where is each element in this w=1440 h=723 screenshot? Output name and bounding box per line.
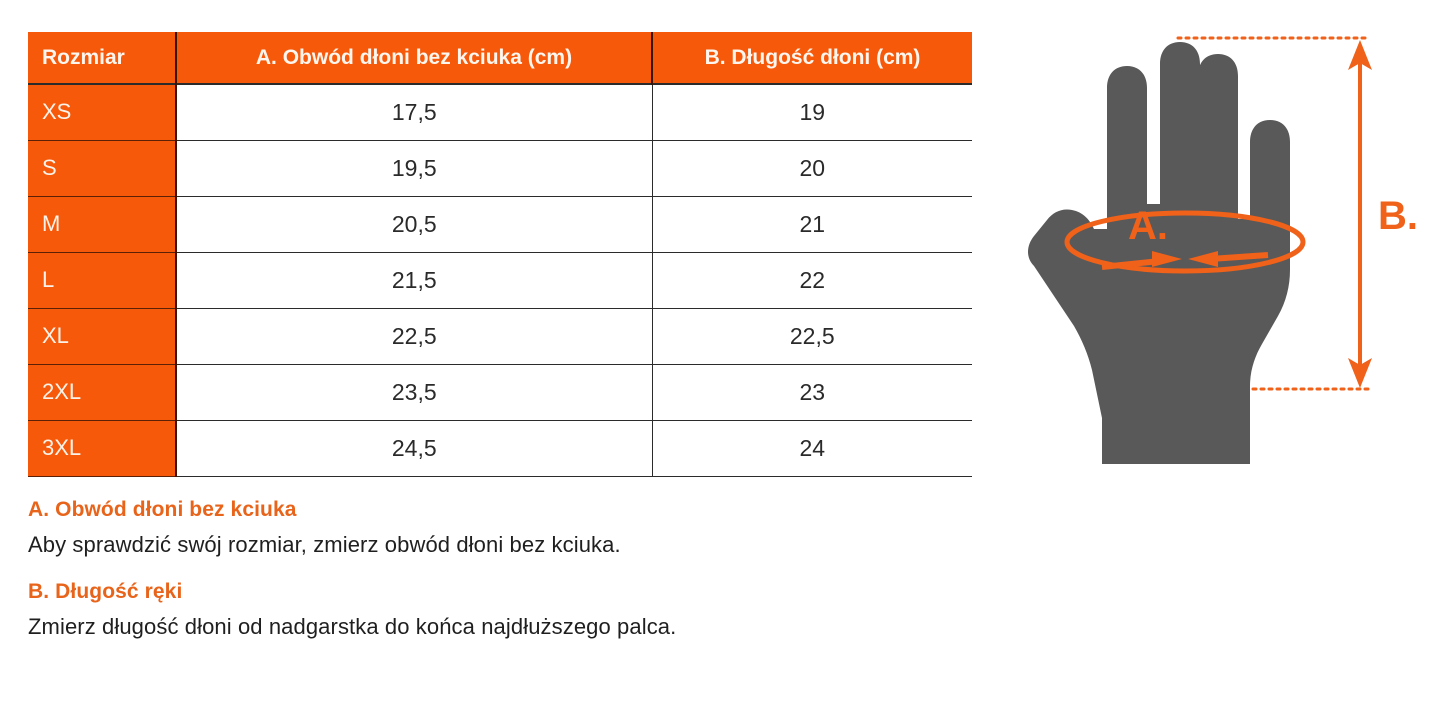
cell-length: 20 [652,140,972,197]
length-arrow-b [1348,40,1372,388]
table-body: XS 17,5 19 S 19,5 20 M 20,5 21 L 21,5 [28,84,972,477]
cell-length: 22 [652,252,972,309]
cell-size: L [28,252,177,309]
circumference-ellipse-a [1064,210,1306,274]
cell-size: 3XL [28,420,177,477]
cell-circumference: 21,5 [176,252,653,309]
cell-length: 24 [652,420,972,477]
table-header: Rozmiar A. Obwód dłoni bez kciuka (cm) B… [28,32,972,84]
measurement-notes: A. Obwód dłoni bez kciuka Aby sprawdzić … [28,498,988,662]
cell-size: XS [28,84,177,141]
cell-length: 23 [652,364,972,421]
diagram-label-b: B. [1378,194,1418,238]
size-table-container: Rozmiar A. Obwód dłoni bez kciuka (cm) B… [28,32,974,477]
diagram-label-a: A. [1128,204,1168,248]
table-row: M 20,5 21 [28,196,972,253]
cell-size: S [28,140,177,197]
note-body-b: Zmierz długość dłoni od nadgarstka do ko… [28,614,677,639]
table-row: S 19,5 20 [28,140,972,197]
cell-circumference: 20,5 [176,196,653,253]
table-row: 3XL 24,5 24 [28,420,972,477]
cell-circumference: 23,5 [176,364,653,421]
note-block-a: A. Obwód dłoni bez kciuka Aby sprawdzić … [28,498,988,558]
note-block-b: B. Długość ręki Zmierz długość dłoni od … [28,580,988,640]
cell-length: 22,5 [652,308,972,365]
table-row: L 21,5 22 [28,252,972,309]
table-row: 2XL 23,5 23 [28,364,972,421]
cell-circumference: 24,5 [176,420,653,477]
note-body-a: Aby sprawdzić swój rozmiar, zmierz obwód… [28,532,621,557]
column-header-length: B. Długość dłoni (cm) [652,32,972,84]
size-table: Rozmiar A. Obwód dłoni bez kciuka (cm) B… [28,32,972,477]
cell-size: M [28,196,177,253]
cell-size: XL [28,308,177,365]
table-row: XL 22,5 22,5 [28,308,972,365]
cell-size: 2XL [28,364,177,421]
note-title-a: A. Obwód dłoni bez kciuka [28,498,297,521]
column-header-circumference: A. Obwód dłoni bez kciuka (cm) [176,32,653,84]
cell-circumference: 19,5 [176,140,653,197]
cell-length: 21 [652,196,972,253]
cell-circumference: 22,5 [176,308,653,365]
hand-measurement-diagram: A. B. [1010,14,1440,464]
table-header-row: Rozmiar A. Obwód dłoni bez kciuka (cm) B… [28,32,972,84]
column-header-size: Rozmiar [28,32,177,84]
cell-circumference: 17,5 [176,84,653,141]
note-title-b: B. Długość ręki [28,580,183,603]
cell-length: 19 [652,84,972,141]
table-row: XS 17,5 19 [28,84,972,141]
